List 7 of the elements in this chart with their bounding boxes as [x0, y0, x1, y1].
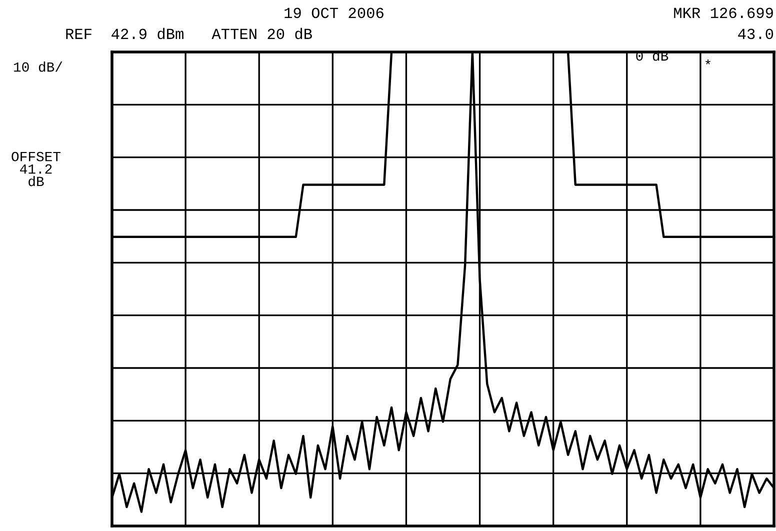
- text: 43.0: [738, 28, 774, 40]
- text: MKR 126.699: [674, 8, 773, 18]
- text: REF 42.9 dBm ATTEN 20 dB: [66, 28, 312, 40]
- chart-title: 19 OCT 2006: [284, 8, 384, 18]
- text: 10 dB/: [14, 62, 62, 72]
- annotation: *: [706, 60, 710, 64]
- text: OFFSET 41.2 dB: [12, 152, 60, 186]
